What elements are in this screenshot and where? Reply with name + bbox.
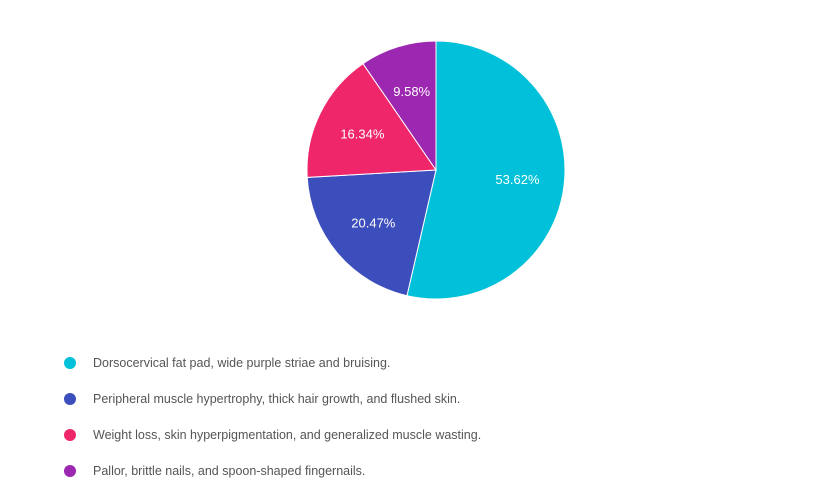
legend-item[interactable]: Dorsocervical fat pad, wide purple stria… [64, 345, 481, 381]
legend-marker [64, 429, 76, 441]
legend-marker [64, 357, 76, 369]
legend-label: Peripheral muscle hypertrophy, thick hai… [93, 392, 461, 406]
legend-item[interactable]: Pallor, brittle nails, and spoon-shaped … [64, 453, 481, 489]
pie-chart: 53.62% 20.47% 16.34% 9.58% [306, 40, 566, 300]
legend-label: Pallor, brittle nails, and spoon-shaped … [93, 464, 366, 478]
legend-item[interactable]: Weight loss, skin hyperpigmentation, and… [64, 417, 481, 453]
pie-slice-label: 9.58% [393, 84, 430, 99]
legend-item[interactable]: Peripheral muscle hypertrophy, thick hai… [64, 381, 481, 417]
pie-slices [306, 40, 566, 300]
pie-slice-label: 53.62% [495, 172, 540, 187]
pie-slice[interactable] [406, 40, 566, 300]
legend-marker [64, 465, 76, 477]
legend: Dorsocervical fat pad, wide purple stria… [64, 345, 481, 489]
pie-slice[interactable] [306, 62, 437, 178]
pie-slice[interactable] [306, 169, 437, 297]
legend-marker [64, 393, 76, 405]
pie-slice-label: 16.34% [340, 126, 385, 141]
pie-slice[interactable] [362, 40, 437, 172]
legend-label: Dorsocervical fat pad, wide purple stria… [93, 356, 391, 370]
pie-slice-labels: 53.62% 20.47% 16.34% 9.58% [340, 84, 540, 230]
pie-slice-label: 20.47% [351, 215, 396, 230]
legend-label: Weight loss, skin hyperpigmentation, and… [93, 428, 482, 442]
